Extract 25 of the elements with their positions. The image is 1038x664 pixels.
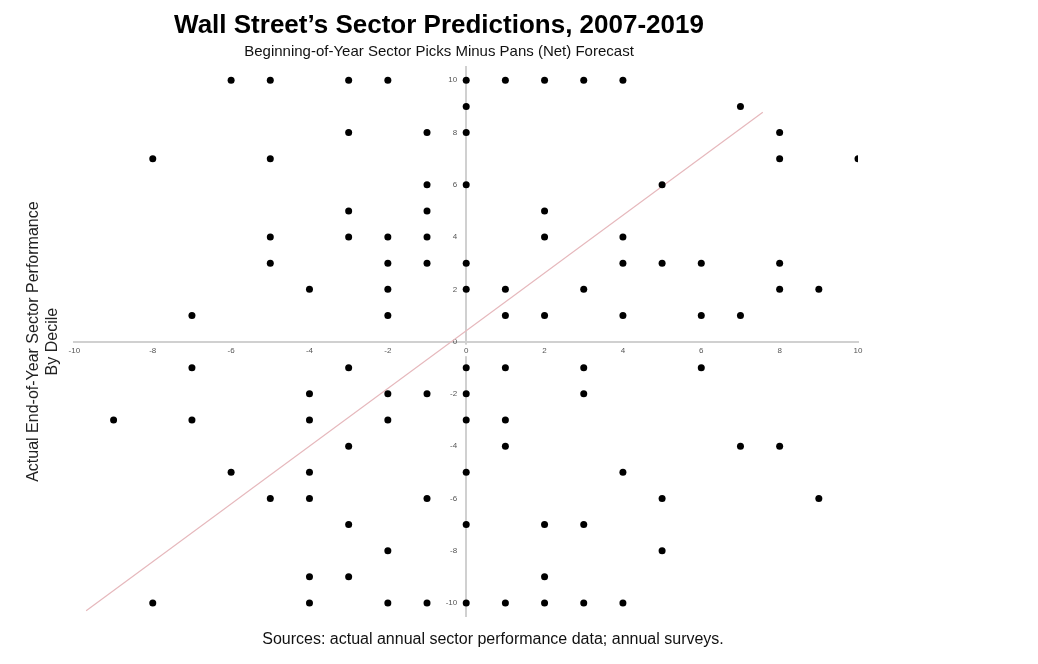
- x-tick-label: -4: [305, 345, 314, 355]
- y-tick-label: -2: [450, 389, 458, 399]
- x-tick-label: -2: [384, 345, 392, 355]
- y-tick-label: 10: [448, 75, 458, 85]
- y-tick-label: 4: [452, 232, 458, 242]
- x-tick-label: -10: [68, 345, 81, 355]
- x-tick-label: 4: [620, 345, 626, 355]
- x-tick-label: 6: [699, 345, 705, 355]
- y-axis-title: Actual End-of-Year Sector Performance By Decile: [24, 201, 61, 482]
- y-tick-label: -10: [445, 598, 458, 608]
- chart-subtitle: Beginning-of-Year Sector Picks Minus Pans (Net) Forecast: [244, 42, 635, 60]
- x-tick-label: 8: [777, 345, 783, 355]
- y-tick-label: 2: [452, 284, 458, 294]
- y-tick-label: -4: [450, 441, 458, 451]
- x-tick-label: 2: [542, 345, 548, 355]
- x-tick-label: -8: [149, 345, 157, 355]
- x-tick-label: 10: [853, 345, 863, 355]
- x-tick-label: 0: [463, 345, 469, 355]
- chart-title: Wall Street’s Sector Predictions, 2007-2019: [174, 8, 704, 39]
- y-tick-label: -6: [450, 493, 458, 503]
- x-tick-label: -6: [227, 345, 236, 355]
- y-tick-label: 8: [452, 127, 458, 137]
- y-tick-label: -8: [450, 545, 458, 555]
- source-note: Sources: actual annual sector performance data; annual surveys.: [262, 630, 724, 648]
- y-tick-label: 6: [452, 180, 458, 189]
